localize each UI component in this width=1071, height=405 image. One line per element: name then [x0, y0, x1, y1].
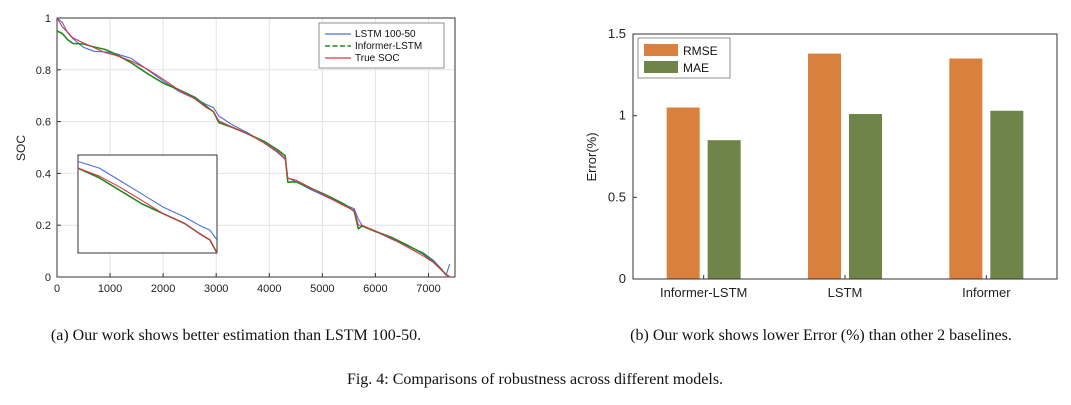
bar-chart-ticks: Informer-LSTM LSTM Informer 0 0.5 1 1.5 [608, 26, 1011, 300]
line-chart-inset [77, 154, 218, 254]
subcaption-b: (b) Our work shows lower Error (%) than … [630, 327, 1012, 344]
inset-lstm-line [77, 160, 218, 241]
line-chart-ticks: 0 1000 2000 3000 4000 5000 6000 7000 0 0.2 0.4 0.6 0… [36, 13, 441, 295]
x-tick-label: 5000 [310, 283, 334, 295]
legend-swatch-rmse [644, 44, 678, 56]
line-chart: 0 1000 2000 3000 4000 5000 6000 7000 0 0.2 0.4 0.6 0… [14, 13, 456, 295]
true-soc-line [56, 17, 450, 278]
y-tick-label: 0.2 [36, 220, 51, 232]
line-chart-series [56, 17, 451, 278]
legend-label-mae: MAE [683, 61, 709, 75]
line-chart-legend: LSTM 100-50 Informer-LSTM True SOC [318, 22, 445, 69]
legend-label-rmse: RMSE [683, 44, 718, 58]
bar-chart-bars [666, 53, 1024, 280]
x-tick-label: 2000 [151, 283, 175, 295]
mae-bar [849, 114, 882, 280]
y-tick-label: 1.5 [608, 26, 626, 41]
legend-label-informer-lstm: Informer-LSTM [355, 41, 422, 52]
subcaption-a: (a) Our work shows better estimation tha… [51, 327, 421, 344]
y-tick-label: 0 [619, 271, 626, 286]
x-tick-label: LSTM [828, 285, 863, 300]
y-tick-label: 1 [45, 13, 51, 25]
mae-bar [990, 110, 1024, 280]
informer-lstm-line [56, 30, 451, 278]
rmse-bar [666, 107, 700, 279]
x-tick-label: 1000 [98, 283, 122, 295]
bar-chart: Informer-LSTM LSTM Informer 0 0.5 1 1.5 Error(… [584, 26, 1058, 300]
y-tick-label: 0 [45, 272, 51, 284]
y-tick-label: 0.4 [36, 168, 51, 180]
y-tick-label: 0.8 [36, 65, 51, 77]
x-tick-label: 0 [54, 283, 60, 295]
x-tick-label: 3000 [204, 283, 228, 295]
mae-bar [707, 140, 741, 279]
bar-chart-legend: RMSE MAE [637, 37, 731, 79]
x-tick-label: Informer [962, 285, 1011, 300]
rmse-bar [808, 53, 841, 279]
line-chart-y-axis-label: SOC [14, 135, 28, 161]
inset-true-soc-line [77, 167, 218, 254]
y-tick-label: 0.5 [608, 189, 626, 204]
inset-series [77, 160, 218, 254]
y-tick-label: 0.6 [36, 117, 51, 129]
x-tick-label: 6000 [363, 283, 387, 295]
legend-box [318, 22, 445, 69]
legend-label-true-soc: True SOC [355, 53, 400, 64]
bar-chart-y-axis-label: Error(%) [584, 132, 599, 181]
x-tick-label: 7000 [416, 283, 440, 295]
figure-caption: Fig. 4: Comparisons of robustness across… [347, 371, 723, 388]
y-tick-label: 1 [619, 108, 626, 123]
line-chart-axes-box [56, 17, 456, 278]
legend-label-lstm: LSTM 100-50 [355, 29, 416, 40]
legend-swatch-mae [644, 61, 678, 73]
rmse-bar [949, 58, 983, 279]
x-tick-label: 4000 [257, 283, 281, 295]
x-tick-label: Informer-LSTM [660, 285, 747, 300]
